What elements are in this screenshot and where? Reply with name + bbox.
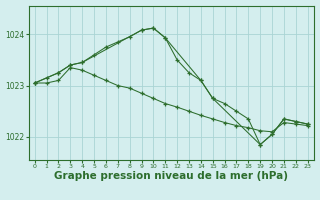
- X-axis label: Graphe pression niveau de la mer (hPa): Graphe pression niveau de la mer (hPa): [54, 171, 288, 181]
